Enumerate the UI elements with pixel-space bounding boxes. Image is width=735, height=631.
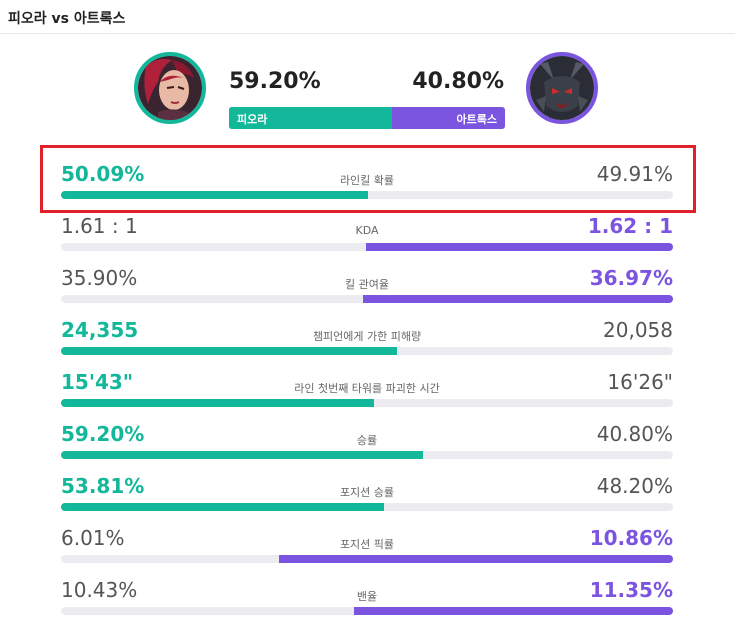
stat-bar-track <box>61 295 673 303</box>
stat-row: 53.81% 포지션 승률 48.20% <box>61 474 673 518</box>
fiora-stat-value: 6.01% <box>61 526 125 550</box>
aatrox-stat-bar <box>279 555 673 563</box>
aatrox-stat-value: 20,058 <box>603 318 673 342</box>
aatrox-stat-value: 36.97% <box>589 266 673 290</box>
header: 피오라 vs 아트록스 <box>0 0 735 34</box>
aatrox-winrate: 40.80% <box>412 69 504 94</box>
fiora-stat-value: 24,355 <box>61 318 139 342</box>
fiora-stat-value: 10.43% <box>61 578 138 602</box>
fiora-stat-bar <box>61 451 424 459</box>
fiora-stat-value: 1.61 : 1 <box>61 214 138 238</box>
fiora-winrate: 59.20% <box>229 69 321 94</box>
fiora-stat-value: 50.09% <box>61 162 145 186</box>
stat-label: 챔피언에게 가한 피해량 <box>312 330 422 343</box>
stat-bar-track <box>61 243 673 251</box>
aatrox-stat-bar <box>362 295 673 303</box>
stat-row: 10.43% 밴율 11.35% <box>61 578 673 622</box>
stat-bar-track <box>61 451 673 459</box>
stat-bar-track <box>61 399 673 407</box>
stat-label: 포지션 픽률 <box>339 538 395 551</box>
stat-label: KDA <box>355 224 379 237</box>
stat-row: 59.20% 승률 40.80% <box>61 422 673 466</box>
aatrox-stat-value: 10.86% <box>589 526 673 550</box>
stat-bar-track <box>61 503 673 511</box>
aatrox-stat-value: 16'26" <box>607 370 673 394</box>
winrate-comparison-bar: 피오라 아트록스 <box>229 107 505 129</box>
aatrox-name-label: 아트록스 <box>456 113 497 126</box>
stat-bar-track <box>61 607 673 615</box>
aatrox-stat-value: 11.35% <box>589 578 673 602</box>
aatrox-stat-value: 48.20% <box>596 474 673 498</box>
stat-row: 24,355 챔피언에게 가한 피해량 20,058 <box>61 318 673 362</box>
fiora-stat-bar <box>61 191 368 199</box>
stat-bar-track <box>61 347 673 355</box>
aatrox-stat-value: 49.91% <box>596 162 673 186</box>
stat-bar-track <box>61 555 673 563</box>
stat-label: 킬 관여율 <box>345 278 389 291</box>
aatrox-stat-bar <box>354 607 673 615</box>
fiora-stat-value: 35.90% <box>61 266 138 290</box>
aatrox-stat-value: 1.62 : 1 <box>587 214 673 238</box>
fiora-winrate-fill <box>229 107 393 129</box>
fiora-stat-bar <box>61 347 397 355</box>
matchup-title: 피오라 vs 아트록스 <box>8 11 126 27</box>
stat-row: 35.90% 킬 관여율 36.97% <box>61 266 673 310</box>
aatrox-portrait-icon[interactable] <box>526 52 598 124</box>
stat-label: 라인 첫번째 타워를 파괴한 시간 <box>294 382 440 395</box>
fiora-stat-bar <box>61 399 374 407</box>
stat-row: 15'43" 라인 첫번째 타워를 파괴한 시간 16'26" <box>61 370 673 414</box>
stat-bar-track <box>61 191 673 199</box>
fiora-stat-value: 15'43" <box>61 370 134 394</box>
stat-row: 50.09% 라인킬 확률 49.91% <box>61 162 673 206</box>
fiora-name-label: 피오라 <box>237 113 268 126</box>
fiora-portrait-icon[interactable] <box>134 52 206 124</box>
stat-label: 포지션 승률 <box>339 486 395 499</box>
fiora-stat-bar <box>61 503 384 511</box>
stat-row: 1.61 : 1 KDA 1.62 : 1 <box>61 214 673 258</box>
aatrox-stat-bar <box>366 243 673 251</box>
fiora-stat-value: 53.81% <box>61 474 145 498</box>
stat-label: 승률 <box>356 434 378 447</box>
stat-label: 라인킬 확률 <box>339 174 395 187</box>
aatrox-stat-value: 40.80% <box>596 422 673 446</box>
stat-label: 밴율 <box>356 590 378 603</box>
fiora-stat-value: 59.20% <box>61 422 145 446</box>
stat-row: 6.01% 포지션 픽률 10.86% <box>61 526 673 570</box>
